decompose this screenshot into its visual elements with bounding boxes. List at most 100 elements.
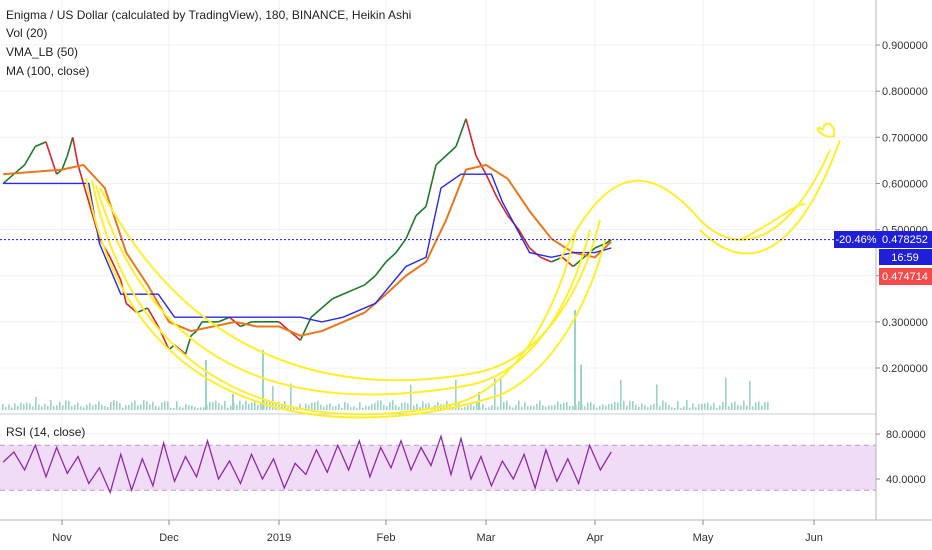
volume-bar — [188, 405, 190, 410]
volume-bar — [737, 404, 739, 410]
volume-bar — [422, 401, 424, 410]
volume-bar — [314, 402, 316, 410]
volume-bar — [452, 407, 454, 410]
volume-bar — [17, 405, 19, 410]
volume-bar — [641, 403, 643, 410]
volume-bar — [134, 400, 136, 410]
volume-bar — [674, 407, 676, 410]
volume-bar — [413, 405, 415, 410]
volume-bar — [332, 406, 334, 410]
volume-bar — [701, 404, 703, 410]
volume-bar — [104, 406, 106, 410]
volume-bar — [719, 405, 721, 410]
volume-bar — [506, 400, 508, 410]
x-tick-label: Mar — [477, 532, 496, 544]
price-segment — [465, 118, 477, 156]
legend-vol[interactable]: Vol (20) — [6, 26, 48, 40]
volume-bar — [368, 406, 370, 410]
volume-bar — [383, 404, 385, 410]
price-segment — [405, 215, 417, 240]
legend-rsi[interactable]: RSI (14, close) — [6, 425, 86, 439]
x-tick-label: Nov — [52, 532, 72, 544]
volume-bar — [467, 405, 469, 410]
price-segment — [445, 145, 457, 157]
volume-bar — [611, 403, 613, 410]
price-segment — [605, 239, 612, 245]
price-segment — [109, 256, 122, 281]
volume-bar — [740, 405, 742, 410]
volume-bar — [527, 406, 529, 410]
price-segment — [310, 307, 323, 318]
last-price-tag-text: 0.478252 — [882, 234, 928, 246]
x-tick-label: Jun — [805, 532, 823, 544]
volume-bar — [485, 407, 487, 410]
volume-bar — [86, 404, 88, 410]
volume-bar — [509, 405, 511, 410]
volume-bar — [722, 401, 724, 410]
volume-bar — [464, 406, 466, 410]
volume-bar — [23, 404, 25, 410]
volume-bar — [731, 402, 733, 410]
drawing-curve-2 — [99, 187, 601, 382]
volume-bar — [614, 401, 616, 410]
volume-bar — [578, 401, 580, 410]
price-segment — [385, 252, 397, 263]
volume-bar — [743, 400, 745, 410]
change-tag — [834, 231, 879, 248]
volume-bar — [380, 400, 382, 410]
volume-bar — [629, 400, 631, 410]
volume-bar — [644, 405, 646, 410]
y-tick-label: 0.300000 — [882, 317, 928, 329]
x-tick-label: Dec — [159, 532, 179, 544]
price-segment — [455, 118, 467, 147]
rsi-line — [2, 434, 612, 495]
volume-bar — [623, 400, 625, 410]
volume-bar — [101, 404, 103, 410]
volume-bar — [707, 402, 709, 410]
volume-bar — [374, 402, 376, 410]
volume-bar — [182, 407, 184, 410]
volume-bar — [89, 402, 91, 410]
volume-bar — [620, 380, 622, 410]
y-tick-label: 0.600000 — [882, 178, 928, 190]
volume-bar — [11, 407, 13, 410]
price-segment — [61, 155, 69, 170]
volume-bar — [569, 405, 571, 410]
volume-bar — [242, 404, 244, 410]
volume-bar — [140, 404, 142, 410]
volume-bar — [698, 404, 700, 410]
volume-bar — [205, 360, 207, 410]
volume-bar — [68, 400, 70, 410]
price-segment — [435, 155, 447, 166]
volume-bar — [410, 384, 412, 410]
volume-bar — [164, 401, 166, 410]
volume-bar — [590, 402, 592, 410]
legend-ma[interactable]: MA (100, close) — [6, 64, 90, 78]
volume-bar — [35, 396, 37, 410]
volume-bar — [185, 404, 187, 410]
volume-bar — [5, 407, 7, 410]
volume-bar — [539, 400, 541, 410]
volume-bar — [728, 406, 730, 410]
volume-bar — [14, 403, 16, 410]
volume-bar — [668, 404, 670, 410]
volume-bar — [371, 404, 373, 410]
price-segment — [299, 316, 312, 341]
volume-bar — [323, 406, 325, 410]
volume-bar — [194, 406, 196, 410]
volume-bar — [353, 406, 355, 410]
volume-bar — [515, 405, 517, 410]
volume-bar — [470, 403, 472, 410]
volume-bar — [356, 407, 358, 410]
ma-tag-text: 0.474714 — [882, 271, 928, 283]
change-tag-text: -20.46% — [836, 234, 877, 246]
volume-bar — [257, 404, 259, 410]
volume-bar — [695, 407, 697, 410]
volume-bar — [512, 407, 514, 410]
volume-bar — [725, 377, 727, 410]
volume-bar — [404, 402, 406, 410]
volume-bar — [335, 405, 337, 410]
legend-vma[interactable]: VMA_LB (50) — [6, 45, 79, 59]
volume-bar — [227, 407, 229, 410]
